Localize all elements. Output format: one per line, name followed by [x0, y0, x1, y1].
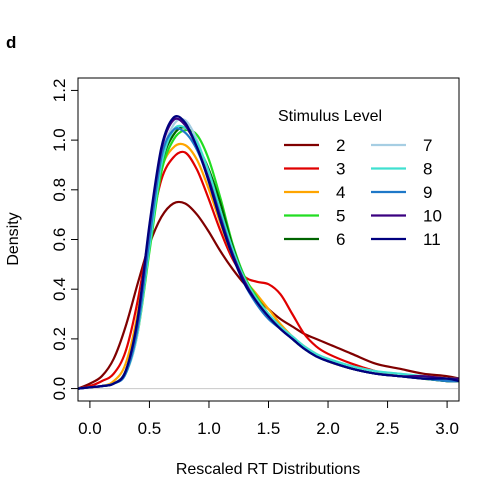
y-tick-label: 1.0 — [50, 128, 69, 152]
y-tick-label: 0.8 — [50, 178, 69, 202]
legend-label-7: 7 — [423, 136, 432, 155]
x-tick-label: 2.5 — [376, 419, 400, 438]
y-tick-label: 0.0 — [50, 377, 69, 401]
legend-label-11: 11 — [423, 230, 441, 249]
series-layer — [77, 115, 460, 390]
series-line-7 — [77, 117, 460, 390]
x-tick-label: 1.0 — [197, 419, 221, 438]
y-tick-label: 0.6 — [50, 228, 69, 252]
legend: Stimulus Level 2 3 4 5 6 7 8 9 10 11 — [278, 108, 442, 249]
x-axis: 0.0 0.5 1.0 1.5 2.0 2.5 3.0 — [78, 401, 459, 438]
legend-label-10: 10 — [423, 207, 442, 226]
legend-label-5: 5 — [336, 207, 345, 226]
panel-label: d — [6, 33, 16, 52]
series-line-4 — [77, 142, 460, 390]
x-tick-label: 0.5 — [138, 419, 162, 438]
y-tick-label: 1.2 — [50, 79, 69, 103]
y-tick-label: 0.4 — [50, 277, 69, 301]
series-line-11 — [77, 115, 460, 390]
y-tick-label: 0.2 — [50, 327, 69, 351]
legend-label-2: 2 — [336, 136, 345, 155]
legend-label-8: 8 — [423, 160, 432, 179]
y-axis: 0.0 0.2 0.4 0.6 0.8 1.0 1.2 — [50, 79, 78, 401]
x-tick-label: 1.5 — [257, 419, 281, 438]
x-tick-label: 2.0 — [316, 419, 340, 438]
x-tick-label: 3.0 — [435, 419, 459, 438]
legend-label-3: 3 — [336, 160, 345, 179]
x-tick-label: 0.0 — [78, 419, 102, 438]
legend-label-6: 6 — [336, 230, 345, 249]
series-line-2 — [77, 200, 460, 390]
y-axis-title: Density — [5, 212, 22, 265]
legend-label-9: 9 — [423, 183, 432, 202]
legend-label-4: 4 — [336, 183, 345, 202]
series-line-3 — [77, 150, 460, 390]
x-axis-title: Rescaled RT Distributions — [176, 461, 360, 478]
legend-title: Stimulus Level — [278, 108, 382, 125]
